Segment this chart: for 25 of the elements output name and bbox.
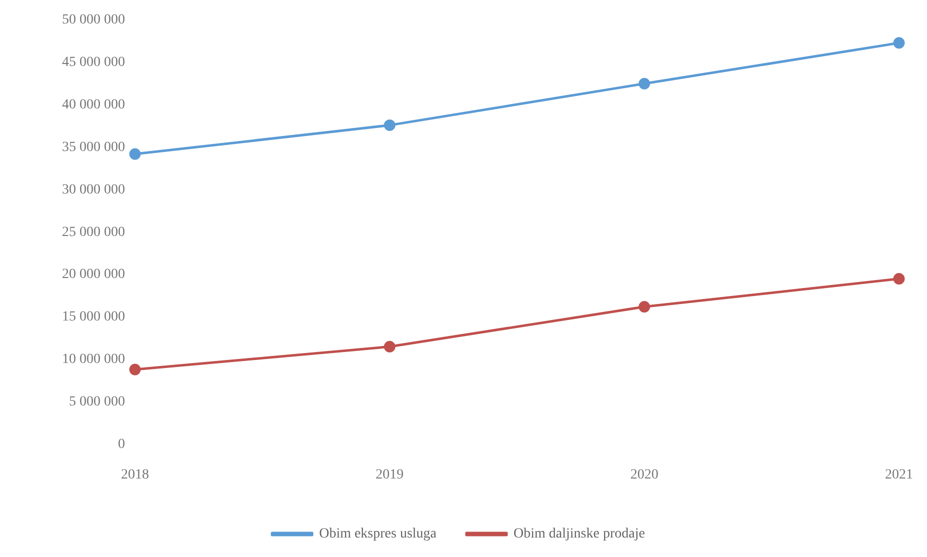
y-tick-label: 15 000 000 [62, 310, 125, 325]
y-tick-label: 30 000 000 [62, 182, 125, 198]
point [384, 340, 396, 352]
legend-label: Obim ekspres usluga [319, 526, 438, 542]
y-tick-label: 40 000 000 [62, 98, 125, 113]
y-tick-label: 45 000 000 [62, 55, 125, 70]
point [638, 78, 650, 90]
x-tick-label: 2020 [630, 467, 658, 482]
point [129, 364, 141, 376]
x-tick-label: 2018 [121, 467, 149, 482]
y-tick-label: 35 000 000 [62, 140, 125, 155]
x-tick-label: 2021 [885, 467, 913, 482]
legend-label: Obim daljinske prodaje [514, 526, 645, 542]
x-tick-label: 2019 [376, 467, 404, 482]
y-tick-label: 10 000 000 [62, 352, 125, 368]
y-tick-label: 0 [118, 436, 125, 452]
point [384, 119, 396, 131]
y-tick-label: 25 000 000 [62, 224, 125, 240]
point [893, 273, 905, 285]
y-tick-label: 50 000 000 [62, 12, 125, 28]
y-tick-label: 5 000 000 [69, 394, 125, 410]
point [638, 301, 650, 313]
point [129, 148, 141, 160]
y-tick-label: 20 000 000 [62, 267, 125, 282]
point [893, 37, 905, 49]
